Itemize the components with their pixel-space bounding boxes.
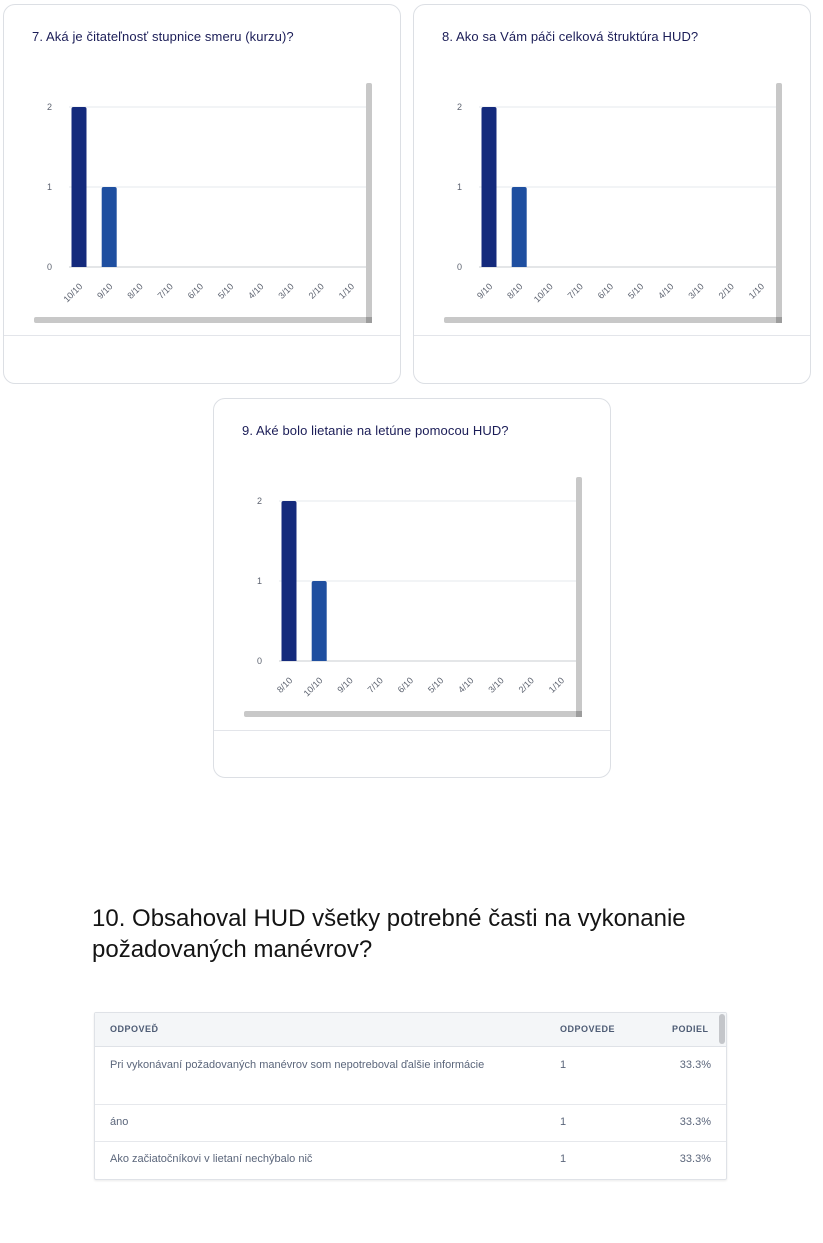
x-tick-label: 9/10 [95,281,114,300]
table-row: Ako začiatočníkovi v lietaní nechýbalo n… [95,1142,726,1178]
x-tick-label: 10/10 [532,281,555,304]
y-tick-label: 1 [457,182,462,192]
answer-cell: Pri vykonávaní požadovaných manévrov som… [110,1059,485,1071]
x-tick-label: 1/10 [747,281,766,300]
column-header-answer[interactable]: ODPOVEĎ [110,1024,159,1034]
bar [281,501,297,661]
table-header: ODPOVEĎ ODPOVEDE PODIEL [95,1013,726,1047]
x-tick-label: 6/10 [186,281,205,300]
card-divider [214,730,610,731]
bar [511,187,527,267]
x-tick-label: 2/10 [517,675,536,694]
chart-title-q9: 9. Aké bolo lietanie na letúne pomocou H… [242,423,509,438]
x-tick-label: 9/10 [475,281,494,300]
vertical-scrollbar[interactable] [366,83,372,323]
bar [481,107,497,267]
y-tick-label: 2 [47,102,52,112]
y-tick-label: 2 [257,496,262,506]
x-tick-label: 6/10 [396,675,415,694]
bar-chart-q8: 0 1 2 9/10 8/10 10/10 7/10 6/10 5/10 4/10 3/10 2/10… [457,102,777,304]
bar [311,581,327,661]
bar-chart-q9: 0 1 2 8/10 10/10 9/10 7/10 6/10 5/10 4/10 3/10 2/10… [257,496,577,698]
responses-cell: 1 [560,1153,567,1165]
x-tick-label: 7/10 [566,281,585,300]
x-tick-label: 7/10 [156,281,175,300]
x-tick-label: 10/10 [302,675,325,698]
x-tick-label: 2/10 [717,281,736,300]
responses-table: ODPOVEĎ ODPOVEDE PODIEL Pri vykonávaní p… [94,1012,727,1180]
scrollbar-corner [576,711,582,717]
y-tick-label: 2 [457,102,462,112]
responses-cell: 1 [560,1116,567,1128]
x-tick-label: 4/10 [456,675,475,694]
bar [71,107,87,267]
table-row: áno 1 33.3% [95,1105,726,1142]
column-header-share[interactable]: PODIEL [672,1024,709,1034]
x-tick-label: 3/10 [686,281,705,300]
x-tick-label: 1/10 [337,281,356,300]
table-scrollbar[interactable] [719,1014,725,1044]
y-tick-label: 0 [47,262,52,272]
chart-card-q8: 8. Ako sa Vám páči celková štruktúra HUD… [413,4,811,384]
vertical-scrollbar[interactable] [576,477,582,717]
x-tick-label: 3/10 [486,675,505,694]
x-tick-label: 5/10 [426,675,445,694]
chart-card-q7: 7. Aká je čitateľnosť stupnice smeru (ku… [3,4,401,384]
x-tick-label: 8/10 [275,675,294,694]
card-divider [414,335,810,336]
share-cell: 33.3% [679,1059,711,1071]
chart-card-q9: 9. Aké bolo lietanie na letúne pomocou H… [213,398,611,778]
x-tick-label: 7/10 [366,675,385,694]
x-tick-label: 2/10 [307,281,326,300]
table-row: Pri vykonávaní požadovaných manévrov som… [95,1047,726,1105]
horizontal-scrollbar[interactable] [444,317,782,323]
horizontal-scrollbar[interactable] [34,317,372,323]
y-tick-label: 0 [457,262,462,272]
scrollbar-corner [776,317,782,323]
card-divider [4,335,400,336]
bar-chart-q7: 0 1 2 10/10 9/10 8/10 7/10 6/10 5/10 4/10 3/10 2/10… [47,102,367,304]
x-tick-label: 4/10 [246,281,265,300]
share-cell: 33.3% [679,1116,711,1128]
x-tick-label: 8/10 [125,281,144,300]
x-tick-label: 1/10 [547,675,566,694]
x-tick-label: 3/10 [276,281,295,300]
vertical-scrollbar[interactable] [776,83,782,323]
y-tick-label: 1 [47,182,52,192]
horizontal-scrollbar[interactable] [244,711,582,717]
responses-cell: 1 [560,1059,567,1071]
y-tick-label: 0 [257,656,262,666]
column-header-responses[interactable]: ODPOVEDE [560,1024,616,1034]
question-10-heading: 10. Obsahoval HUD všetky potrebné časti … [92,905,686,963]
share-cell: 33.3% [679,1153,711,1165]
answer-cell: áno [110,1116,129,1128]
x-tick-label: 8/10 [505,281,524,300]
x-tick-label: 9/10 [335,675,354,694]
bar [101,187,117,267]
answer-cell: Ako začiatočníkovi v lietaní nechýbalo n… [110,1153,313,1165]
x-tick-label: 6/10 [596,281,615,300]
x-tick-label: 5/10 [216,281,235,300]
x-tick-label: 10/10 [61,281,84,304]
chart-title-q7: 7. Aká je čitateľnosť stupnice smeru (ku… [32,29,294,44]
chart-title-q8: 8. Ako sa Vám páči celková štruktúra HUD… [442,29,699,44]
y-tick-label: 1 [257,576,262,586]
scrollbar-corner [366,317,372,323]
x-tick-label: 4/10 [656,281,675,300]
x-tick-label: 5/10 [626,281,645,300]
